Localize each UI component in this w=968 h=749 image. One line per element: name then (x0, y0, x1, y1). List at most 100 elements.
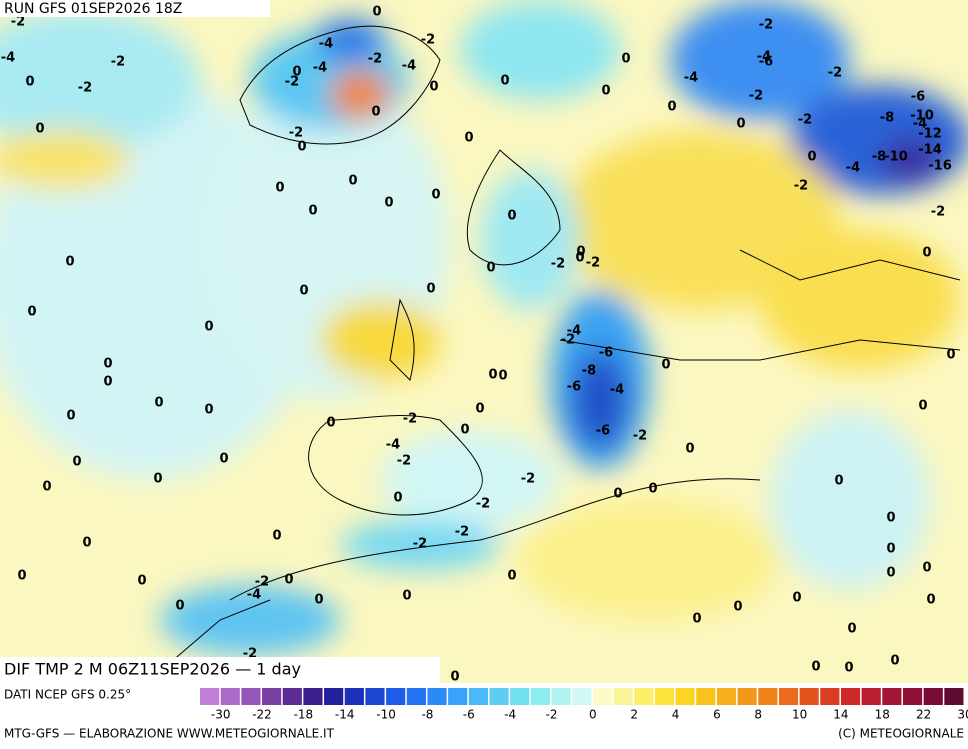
colorbar-swatch (406, 688, 426, 705)
contour-label: 0 (733, 600, 742, 615)
contour-label: 0 (926, 593, 935, 608)
contour-label: -6 (759, 55, 773, 70)
contour-label: 0 (507, 569, 516, 584)
contour-label: -2 (561, 333, 575, 348)
contour-label: 0 (500, 74, 509, 89)
contour-label: 0 (621, 52, 630, 67)
colorbar-swatch (489, 688, 509, 705)
colorbar-label: 0 (589, 708, 597, 722)
colorbar-label: 4 (672, 708, 680, 722)
colorbar: -30 -22 -18 -14 -10 -8 -6 -4 -2 0 2 4 6 8 10 14 18 22 30 (200, 688, 968, 722)
run-label: RUN GFS 01SEP2026 18Z (4, 1, 182, 17)
colorbar-label: 18 (875, 708, 890, 722)
contour-label: 0 (576, 245, 585, 260)
contour-label: -2 (633, 429, 647, 444)
contour-label: -2 (521, 472, 535, 487)
contour-label: -2 (397, 454, 411, 469)
contour-label: 0 (314, 593, 323, 608)
contour-label: 0 (35, 122, 44, 137)
contour-label: -12 (918, 127, 942, 142)
contour-label: 0 (460, 423, 469, 438)
contour-label: 0 (488, 368, 497, 383)
colorbar-label: -30 (211, 708, 231, 722)
contour-label: -4 (684, 71, 698, 86)
contour-label: -2 (111, 55, 125, 70)
contour-label: 0 (25, 75, 34, 90)
contour-label: -14 (918, 143, 942, 158)
contour-label: -2 (794, 179, 808, 194)
contour-label: -6 (596, 424, 610, 439)
contour-label: -4 (610, 383, 624, 398)
contour-label: 0 (326, 416, 335, 431)
contour-label: -4 (402, 59, 416, 74)
contour-label: 0 (847, 622, 856, 637)
colorbar-swatch (944, 688, 964, 705)
contour-label: 0 (402, 589, 411, 604)
colorbar-label: -2 (546, 708, 558, 722)
contour-label: 0 (429, 80, 438, 95)
contour-label: 0 (393, 491, 402, 506)
contour-label: 0 (922, 561, 931, 576)
colorbar-swatch (530, 688, 550, 705)
contour-label: 0 (807, 150, 816, 165)
contour-label: 0 (292, 65, 301, 80)
contour-label: 0 (299, 284, 308, 299)
contour-label: 0 (922, 246, 931, 261)
contour-label: -2 (551, 257, 565, 272)
colorbar-swatch (220, 688, 240, 705)
contour-label: 0 (103, 375, 112, 390)
contour-label: 0 (486, 261, 495, 276)
colorbar-swatch (262, 688, 282, 705)
contour-label: -2 (285, 75, 299, 90)
contour-label: -2 (403, 412, 417, 427)
colorbar-swatch (737, 688, 757, 705)
contour-label: 0 (886, 566, 895, 581)
contour-label: 0 (886, 511, 895, 526)
colorbar-swatch (241, 688, 261, 705)
contour-label: -2 (931, 205, 945, 220)
colorbar-swatch (448, 688, 468, 705)
colorbar-swatch (778, 688, 799, 705)
colorbar-swatch (634, 688, 654, 705)
contour-label: 0 (371, 105, 380, 120)
contour-label: -4 (757, 50, 771, 65)
colorbar-label: -18 (294, 708, 314, 722)
contour-label: 0 (153, 472, 162, 487)
contour-label: 0 (17, 569, 26, 584)
colorbar-swatch (861, 688, 881, 705)
colorbar-swatch (427, 688, 447, 705)
contour-label: 0 (464, 131, 473, 146)
colorbar-swatch (716, 688, 737, 705)
contour-label: -4 (846, 161, 860, 176)
map-field: -20-4-2-2-2-40 -20 -4 -4-2 0-2-40 -6-4 -200 -2-… (0, 0, 968, 683)
contour-label: -4 (247, 588, 261, 603)
contour-label: -10 (884, 150, 908, 165)
colorbar-label: -22 (252, 708, 272, 722)
colorbar-label: 6 (713, 708, 721, 722)
contour-label: 0 (42, 480, 51, 495)
colorbar-swatch (572, 688, 592, 705)
colorbar-label: 14 (833, 708, 848, 722)
colorbar-label: -8 (421, 708, 433, 722)
colorbar-swatch (882, 688, 902, 705)
contour-label: 0 (648, 482, 657, 497)
footer-left: MTG-GFS — ELABORAZIONE WWW.METEOGIORNALE… (4, 727, 335, 741)
source-label: DATI NCEP GFS 0.25° (4, 688, 131, 702)
contour-label: -4 (313, 61, 327, 76)
colorbar-label: -4 (504, 708, 516, 722)
contour-label: -2 (78, 81, 92, 96)
contour-label: 0 (219, 452, 228, 467)
contour-label: 0 (72, 455, 81, 470)
colorbar-swatch (303, 688, 323, 705)
contour-label: -10 (910, 109, 934, 124)
colorbar-swatch (758, 688, 778, 705)
contour-label: 0 (275, 181, 284, 196)
colorbar-swatch (799, 688, 819, 705)
contour-label: -2 (11, 15, 25, 30)
contour-label: 0 (65, 255, 74, 270)
colorbar-swatch (510, 688, 530, 705)
contour-label: -2 (255, 575, 269, 590)
contour-label: 0 (811, 660, 820, 675)
contour-label: 0 (154, 396, 163, 411)
colorbar-label: -6 (463, 708, 475, 722)
